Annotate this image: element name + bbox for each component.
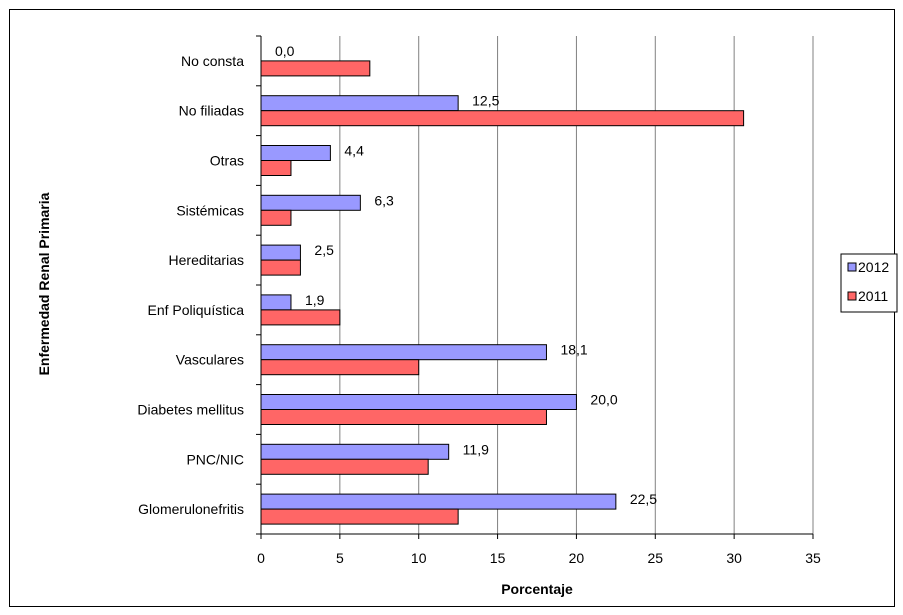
- x-tick-label: 20: [569, 550, 585, 566]
- category-label: Glomerulonefritis: [138, 501, 244, 517]
- data-label-2012: 6,3: [374, 192, 394, 208]
- x-tick-label: 5: [336, 550, 344, 566]
- data-label-2012: 4,4: [344, 143, 364, 159]
- bar-2011: [260, 209, 292, 226]
- category-label: No filiadas: [179, 103, 244, 119]
- x-tick-label: 35: [805, 550, 821, 566]
- category-label: Sistémicas: [176, 202, 244, 218]
- legend-label-2011: 2011: [858, 288, 888, 304]
- category-label: Enf Poliquística: [148, 302, 245, 318]
- bar-2011: [260, 359, 420, 376]
- bar-2012: [260, 394, 577, 410]
- category-label: No consta: [181, 53, 244, 69]
- data-label-2012: 1,9: [305, 292, 325, 308]
- bar-2012: [260, 443, 450, 460]
- x-axis-title: Porcentaje: [501, 581, 573, 597]
- data-label-2012: 18,1: [560, 342, 587, 358]
- category-label: Vasculares: [176, 352, 244, 368]
- axes: [256, 35, 814, 539]
- legend-swatch-2011: [847, 291, 857, 301]
- bar-2012: [260, 95, 459, 112]
- bar-2011: [260, 60, 371, 77]
- bar-2012: [260, 294, 292, 311]
- data-label-2012: 2,5: [314, 242, 334, 258]
- data-label-2012: 11,9: [463, 441, 489, 457]
- data-label-2012: 20,0: [590, 392, 617, 408]
- category-label: Diabetes mellitus: [137, 402, 244, 418]
- bar-2012: [260, 145, 331, 161]
- legend-label-2012: 2012: [858, 259, 889, 275]
- x-tick-label: 15: [490, 550, 506, 566]
- data-label-2012: 12,5: [472, 93, 499, 109]
- labels: 0 5 10 15 20 25 30 35 No consta 0,0 No filiadas 12,…: [137, 43, 821, 566]
- bar-2012: [260, 194, 361, 211]
- bar-2011: [260, 458, 429, 475]
- x-tick-label: 0: [257, 550, 265, 566]
- category-label: Otras: [210, 153, 244, 169]
- bars: [260, 60, 745, 525]
- category-label: PNC/NIC: [186, 451, 244, 467]
- x-tick-label: 25: [647, 550, 663, 566]
- legend: 2012 2011: [840, 253, 898, 313]
- bar-2011: [260, 409, 547, 425]
- x-tick-label: 30: [726, 550, 742, 566]
- data-label-2012: 22,5: [630, 491, 657, 507]
- bar-2011: [260, 508, 459, 525]
- bar-2011: [260, 259, 301, 276]
- bar-2012: [260, 344, 547, 361]
- category-label: Hereditarias: [169, 252, 244, 268]
- x-tick-label: 10: [411, 550, 427, 566]
- data-label-2012: 0,0: [275, 43, 295, 59]
- y-axis-title: Enfermedad Renal Primaria: [36, 192, 52, 375]
- legend-swatch-2012: [847, 262, 857, 272]
- bar-2011: [260, 160, 292, 176]
- bar-2012: [260, 244, 301, 261]
- bar-2011: [260, 309, 341, 326]
- bar-2011: [260, 110, 745, 127]
- bar-2012: [260, 493, 617, 510]
